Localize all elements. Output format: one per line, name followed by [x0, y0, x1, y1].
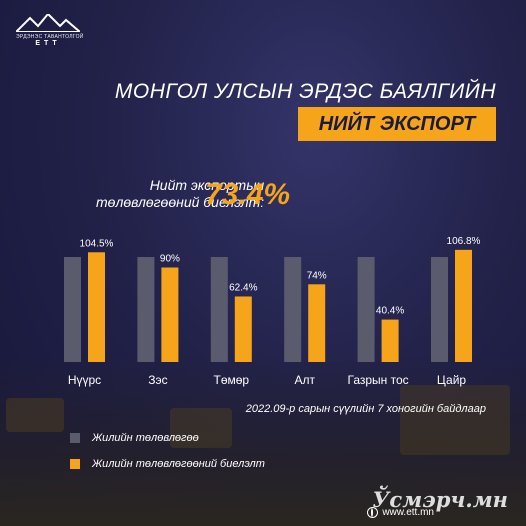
kpi-label: Нийт экспортын төлөвлөгөөний биелэлт: [96, 177, 264, 211]
data-label-2: 62.4% [229, 282, 257, 293]
chart-footnote: 2022.09-р сарын сүүлийн 7 хоногийн байдл… [245, 403, 486, 415]
background-truck [170, 408, 232, 448]
legend-swatch-plan [70, 432, 80, 443]
category-label-1: Зэс [148, 373, 167, 387]
data-label-4: 40.4% [376, 306, 404, 317]
logo-brand: ЕТТ [35, 40, 61, 47]
watermark: Ўсмэрч.мн [372, 487, 508, 512]
data-label-0: 104.5% [80, 238, 114, 249]
website-text: www.ett.mn [382, 507, 434, 518]
category-label-3: Алт [294, 373, 315, 387]
bar-actual-3 [308, 284, 326, 362]
category-label-4: Газрын тос [348, 373, 409, 387]
website-link[interactable]: www.ett.mn [367, 507, 434, 518]
bar-plan-4 [357, 257, 375, 362]
mountain-logo-icon [16, 14, 80, 32]
legend-swatch-actual [70, 458, 80, 469]
bar-actual-2 [234, 296, 252, 362]
background-truck [6, 398, 64, 432]
company-logo: ЭРДЭНЭС ТАВАНТОЛГОЙ ЕТТ [16, 14, 84, 47]
legend-item-plan: Жилийн төлөвлөгөө [70, 430, 265, 445]
logo-subtitle: ЭРДЭНЭС ТАВАНТОЛГОЙ [16, 34, 84, 40]
background-mining-scene [0, 356, 526, 526]
kpi-value: 73.4% [205, 178, 291, 211]
kpi-label-line2: төлөвлөгөөний биелэлт: [96, 194, 265, 210]
category-label-2: Төмөр [213, 373, 249, 387]
bar-actual-5 [455, 249, 472, 362]
data-label-5: 106.8% [447, 236, 481, 247]
background-truck [400, 385, 510, 455]
legend-label-actual: Жилийн төлөвлөгөөний биелэлт [92, 457, 265, 470]
bar-plan-5 [431, 257, 448, 362]
legend-item-actual: Жилийн төлөвлөгөөний биелэлт [70, 456, 265, 471]
bar-actual-0 [88, 252, 105, 362]
legend-label-plan: Жилийн төлөвлөгөө [92, 431, 199, 444]
bar-plan-1 [137, 257, 155, 362]
bar-actual-1 [161, 267, 179, 362]
bar-plan-2 [210, 257, 228, 362]
globe-icon [367, 507, 379, 518]
chart-legend: Жилийн төлөвлөгөө Жилийн төлөвлөгөөний б… [70, 430, 265, 482]
page-title: МОНГОЛ УЛСЫН ЭРДЭС БАЯЛГИЙН [114, 80, 496, 103]
category-label-0: Нүүрс [68, 373, 101, 387]
bar-plan-0 [64, 257, 81, 362]
bar-actual-4 [381, 319, 399, 362]
bar-plan-3 [284, 257, 302, 362]
page-title-highlight: НИЙТ ЭКСПОРТ [298, 107, 496, 141]
data-label-1: 90% [160, 254, 180, 265]
category-label-5: Цайр [437, 373, 467, 387]
kpi-label-line1: Нийт экспортын [149, 177, 265, 193]
data-label-3: 74% [307, 270, 327, 281]
